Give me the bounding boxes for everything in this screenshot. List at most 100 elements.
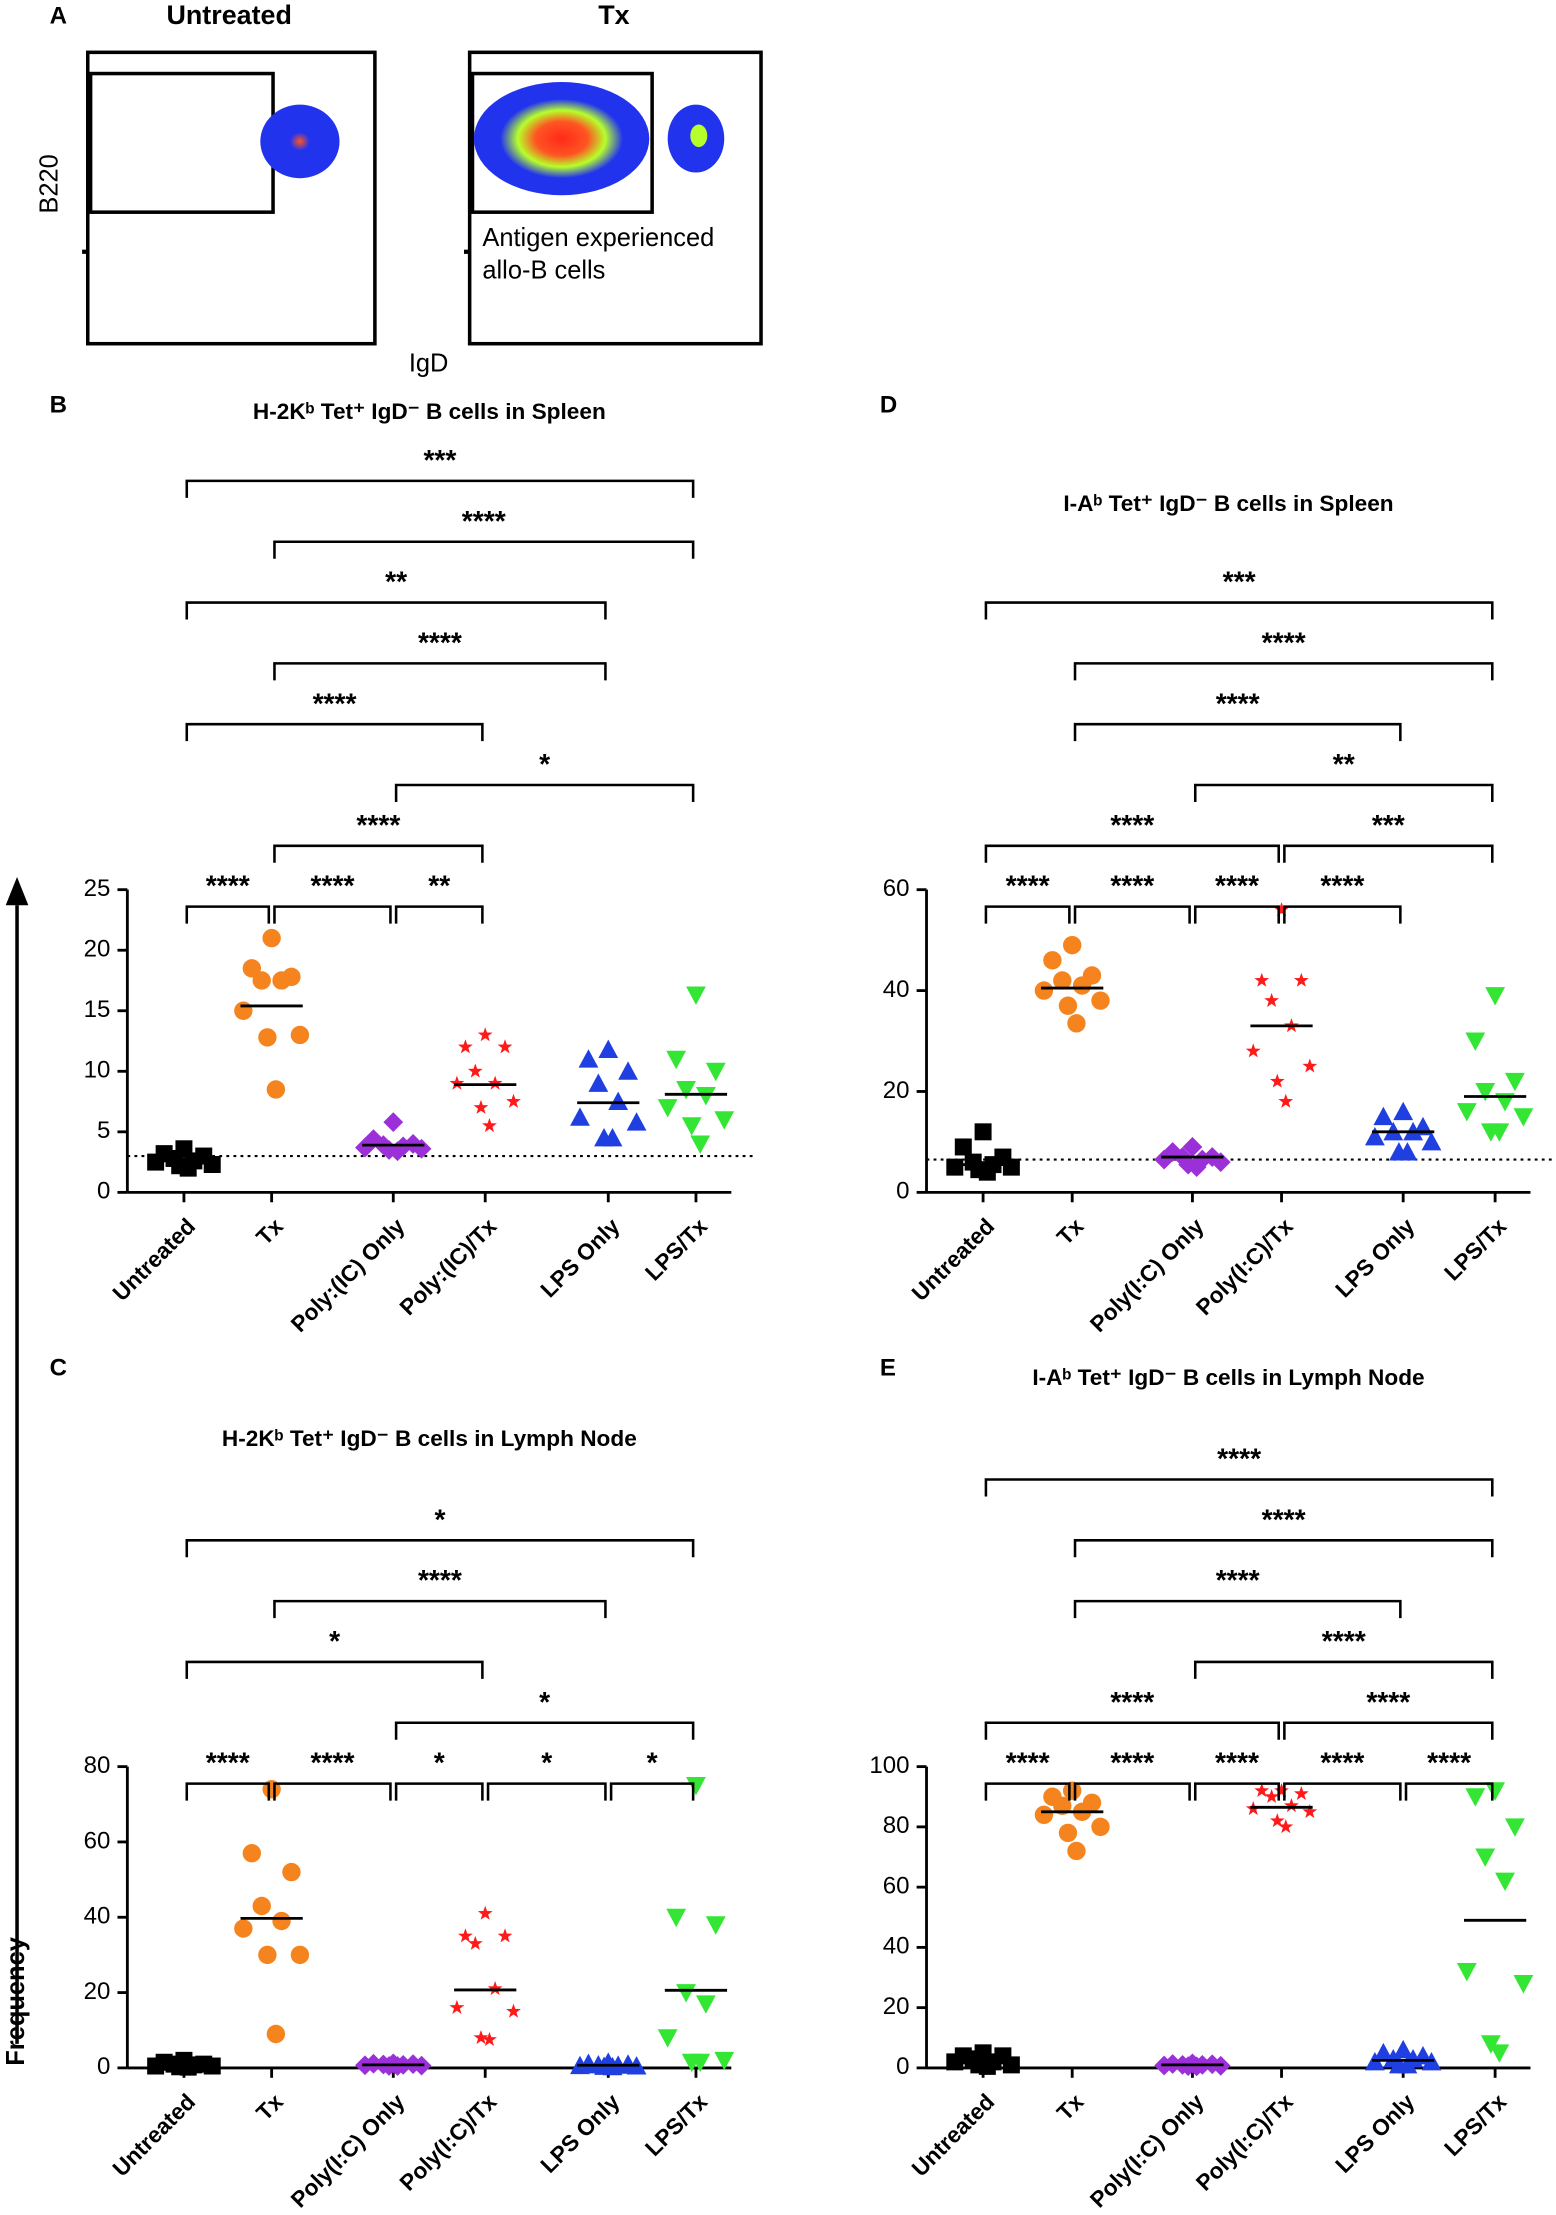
point (570, 1107, 590, 1126)
point (676, 1080, 696, 1100)
y-tick-label: 20 (883, 1077, 910, 1104)
significance-bracket (1283, 1721, 1494, 1740)
point (179, 2058, 197, 2076)
significance-bracket (1404, 1782, 1494, 1801)
significance-label: **** (310, 1747, 354, 1779)
significance-label: * (541, 1747, 552, 1779)
significance-bracket (394, 1782, 484, 1801)
point (1278, 1093, 1294, 1108)
point (272, 1911, 291, 1931)
point (1302, 1058, 1318, 1073)
point (1269, 1813, 1285, 1828)
point (262, 928, 281, 948)
point (676, 1984, 696, 2003)
significance-bracket (273, 540, 695, 559)
point (1465, 1788, 1486, 1807)
y-tick-label: 10 (84, 1057, 111, 1084)
point (705, 1062, 726, 1082)
plot-title: Tx (598, 0, 629, 30)
point (714, 2051, 735, 2071)
point (467, 1935, 483, 1950)
point (1053, 1796, 1072, 1815)
point (954, 1138, 972, 1156)
point (1091, 1817, 1110, 1837)
point (1067, 1014, 1086, 1033)
y-tick-label: 60 (84, 1827, 111, 1854)
point (234, 1001, 253, 1020)
x-tick-label: Tx (252, 2089, 289, 2126)
x-tick-label: Poly(I:C) Only (286, 2089, 410, 2213)
significance-bracket (1073, 905, 1191, 924)
point (695, 1087, 716, 1106)
panel-letter: B (50, 391, 67, 418)
significance-label: **** (1215, 870, 1259, 902)
significance-label: **** (310, 870, 354, 902)
point (473, 1099, 489, 1114)
significance-label: * (539, 748, 550, 780)
significance-label: **** (1216, 687, 1260, 719)
y-tick-label: 5 (97, 1117, 110, 1144)
point (978, 1163, 996, 1181)
point (1364, 1126, 1385, 1146)
x-tick-label: Tx (1052, 1213, 1089, 1250)
point (974, 1123, 992, 1141)
significance-bracket (609, 1782, 695, 1801)
significance-bracket (1193, 1782, 1280, 1801)
point (1393, 2039, 1414, 2059)
point (1302, 1804, 1318, 1819)
flow-plot (82, 50, 763, 346)
point (1034, 981, 1054, 1000)
x-tick-label: Tx (252, 1213, 289, 1250)
y-tick-label: 0 (97, 1178, 110, 1205)
significance-label: *** (1223, 566, 1256, 598)
significance-label: **** (1006, 1747, 1050, 1779)
flow-cells (260, 82, 725, 196)
y-tick-label: 20 (84, 1978, 111, 2005)
x-tick-label: LPS Only (536, 2089, 625, 2178)
significance-bracket (1073, 1599, 1402, 1619)
point (1063, 935, 1082, 955)
point (1274, 1782, 1289, 1798)
significance-bracket (273, 905, 392, 924)
point (203, 1156, 221, 1174)
significance-bracket (394, 905, 484, 924)
point (1091, 991, 1110, 1010)
y-tick-label: 20 (84, 936, 111, 963)
x-tick-label: Poly(I:C) Only (1085, 1213, 1209, 1337)
point (266, 2024, 286, 2044)
point (242, 1844, 262, 1863)
point (179, 1159, 197, 1177)
y-tick-label: 15 (84, 996, 111, 1023)
significance-bracket (273, 844, 484, 863)
x-axis-label: IgD (409, 350, 449, 378)
significance-bracket (984, 1721, 1280, 1740)
point (1182, 1137, 1203, 1157)
point (598, 1039, 619, 1058)
x-tick-label: Tx (1052, 2089, 1089, 2126)
point (1373, 1106, 1394, 1126)
panel-letter: A (50, 2, 67, 29)
point (383, 1112, 404, 1133)
point (487, 1075, 503, 1090)
frequency-arrow (5, 876, 29, 2044)
significance-bracket (394, 783, 695, 802)
point (1393, 1101, 1414, 1121)
significance-label: *** (1372, 809, 1405, 841)
significance-label: ** (385, 566, 407, 598)
point (482, 2031, 497, 2046)
significance-label: * (647, 1747, 658, 1779)
point (242, 959, 262, 978)
point (946, 1158, 964, 1176)
significance-bracket (1283, 1782, 1402, 1801)
point (657, 1099, 678, 1118)
x-tick-label: Poly:(IC)/Tx (395, 1213, 502, 1320)
point (1063, 1781, 1082, 1800)
point (666, 1908, 687, 1928)
x-tick-label: Untreated (907, 2089, 999, 2181)
significance-label: **** (313, 687, 357, 719)
point (258, 1945, 277, 1965)
point (714, 1111, 735, 1130)
significance-label: **** (206, 870, 250, 902)
x-tick-label: LPS Only (1331, 1213, 1420, 1302)
point (690, 2053, 711, 2073)
